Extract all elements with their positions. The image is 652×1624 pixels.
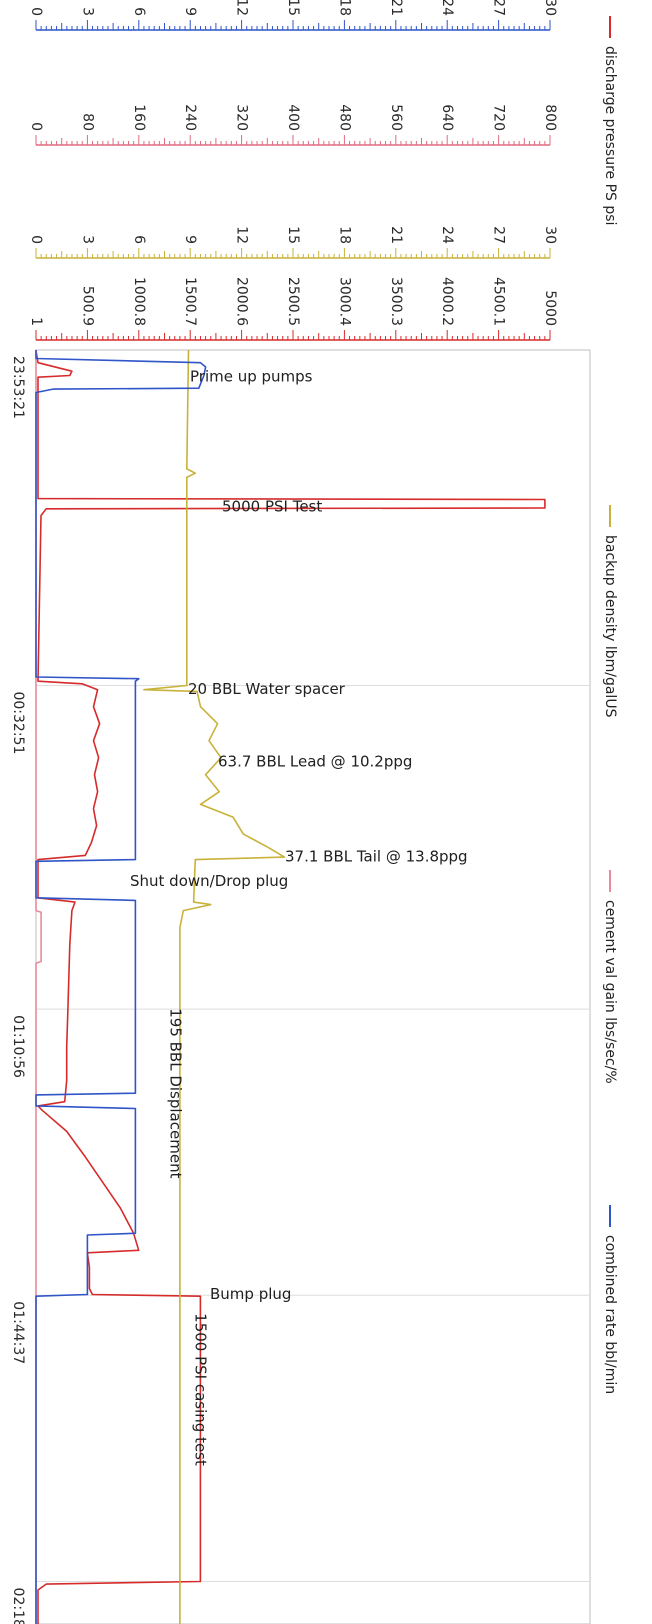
annotation-0: Prime up pumps xyxy=(190,368,313,386)
axis-1-label-10: 30 xyxy=(542,0,558,16)
axis-1-label-3: 9 xyxy=(182,7,198,16)
legend-label-0: discharge pressure PS psi xyxy=(602,46,618,225)
value-axes: 0 3 6 9 12 15 18 21 24 27 300 80 160 240 320 400 480 560 6… xyxy=(28,0,558,341)
series-2 xyxy=(35,350,42,1624)
axis-4-label-4: 2000.6 xyxy=(234,277,250,326)
annotation-3: 63.7 BBL Lead @ 10.2ppg xyxy=(218,752,412,770)
axis-3-label-8: 24 xyxy=(439,226,455,244)
annotation-1: 5000 PSI Test xyxy=(222,498,322,516)
axis-3-label-10: 30 xyxy=(542,226,558,244)
axis-2-label-7: 560 xyxy=(388,104,404,131)
axis-1-label-6: 18 xyxy=(336,0,352,16)
axis-1-label-2: 6 xyxy=(131,7,147,16)
axis-4-label-10: 5000 xyxy=(542,290,558,326)
annotation-8: 1500 PSI casing test xyxy=(192,1313,210,1466)
legend-label-2: cement val gain lbs/sec/% xyxy=(602,900,618,1084)
axis-2-label-1: 80 xyxy=(79,113,95,131)
axis-2-label-9: 720 xyxy=(491,104,507,131)
axis-2-label-3: 240 xyxy=(182,104,198,131)
axis-3-label-3: 9 xyxy=(182,235,198,244)
legend-label-3: combined rate bbl/min xyxy=(602,1235,618,1394)
series-group xyxy=(35,349,546,1624)
axis-4-label-1: 500.9 xyxy=(79,286,95,326)
axis-4-label-2: 1000.8 xyxy=(131,277,147,326)
time-axis: 23:53:21 00:32:51 01:10:56 01:44:37 02:18:20 xyxy=(10,356,26,1624)
axis-1-label-1: 3 xyxy=(79,7,95,16)
time-label-0: 23:53:21 xyxy=(10,356,26,419)
axis-1-label-0: 0 xyxy=(28,7,44,16)
series-0 xyxy=(35,349,546,1624)
axis-2-label-6: 480 xyxy=(336,104,352,131)
annotation-2: 20 BBL Water spacer xyxy=(188,680,346,698)
axis-3-label-5: 15 xyxy=(285,226,301,244)
axis-1-label-7: 21 xyxy=(388,0,404,16)
axis-4-label-8: 4000.2 xyxy=(439,277,455,326)
annotation-5: Shut down/Drop plug xyxy=(130,872,288,890)
annotation-7: Bump plug xyxy=(210,1285,291,1303)
axis-2-label-4: 320 xyxy=(234,104,250,131)
axis-1-label-9: 27 xyxy=(491,0,507,16)
axis-3-label-9: 27 xyxy=(491,226,507,244)
axis-4-label-9: 4500.1 xyxy=(491,277,507,326)
time-label-2: 01:10:56 xyxy=(10,1015,26,1078)
axis-1-label-8: 24 xyxy=(439,0,455,16)
axis-3-label-2: 6 xyxy=(131,235,147,244)
time-label-4: 02:18:20 xyxy=(10,1588,26,1624)
axis-1-label-5: 15 xyxy=(285,0,301,16)
axis-4-label-0: 1 xyxy=(28,317,44,326)
time-label-1: 00:32:51 xyxy=(10,691,26,754)
axis-3-label-4: 12 xyxy=(234,226,250,244)
legend-label-1: backup density lbm/galUS xyxy=(602,535,618,718)
axis-2-label-2: 160 xyxy=(131,104,147,131)
axis-3-label-7: 21 xyxy=(388,226,404,244)
axis-4-label-6: 3000.4 xyxy=(336,277,352,326)
series-3 xyxy=(35,350,207,1624)
series-1 xyxy=(143,349,286,1624)
axis-4-label-3: 1500.7 xyxy=(182,277,198,326)
legend: discharge pressure PS psi backup density … xyxy=(602,16,618,1394)
axis-2-label-10: 800 xyxy=(542,104,558,131)
axis-3-label-0: 0 xyxy=(28,235,44,244)
axis-3-label-1: 3 xyxy=(79,235,95,244)
annotation-6: 195 BBL Displacement xyxy=(167,1008,185,1178)
axis-4-label-7: 3500.3 xyxy=(388,277,404,326)
axis-4-label-5: 2500.5 xyxy=(285,277,301,326)
axis-2-label-0: 0 xyxy=(28,122,44,131)
annotation-4: 37.1 BBL Tail @ 13.8ppg xyxy=(285,848,468,866)
axis-2-label-5: 400 xyxy=(285,104,301,131)
annotations-group: Prime up pumps 5000 PSI Test 20 BBL Water … xyxy=(130,368,468,1466)
axis-1-label-4: 12 xyxy=(234,0,250,16)
axis-3-label-6: 18 xyxy=(336,226,352,244)
axis-2-label-8: 640 xyxy=(439,104,455,131)
time-label-3: 01:44:37 xyxy=(10,1301,26,1364)
